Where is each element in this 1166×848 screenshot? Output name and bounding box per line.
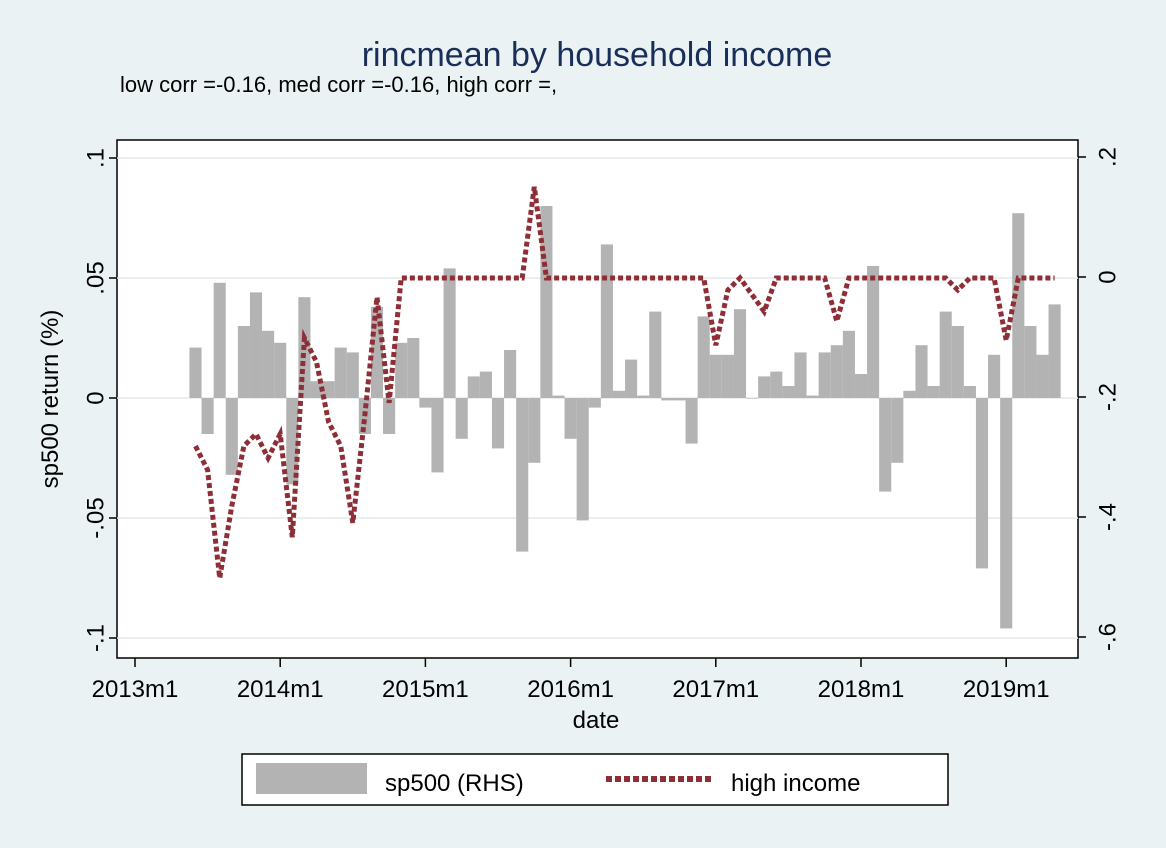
legend: sp500 (RHS) high income — [241, 753, 949, 806]
sp500-bar — [322, 381, 335, 398]
sp500-bar — [564, 398, 577, 439]
sp500-bar — [637, 395, 650, 398]
sp500-bar — [649, 311, 662, 398]
x-tick-label: 2014m1 — [237, 676, 324, 703]
sp500-bar — [1000, 398, 1013, 629]
sp500-bar — [673, 398, 686, 401]
sp500-bar — [467, 376, 480, 398]
sp500-bar — [249, 292, 263, 398]
axes: .1 .05 0 -.05 -.1 .2 0 -.2 -.4 -.6 2013m1 2014m1 201… — [83, 147, 1122, 703]
sp500-bar — [782, 386, 795, 398]
sp500-bar — [443, 268, 456, 398]
sp500-bar — [189, 347, 202, 398]
x-tick-label: 2015m1 — [382, 676, 469, 703]
y-left-tick-label: 0 — [83, 391, 110, 404]
sp500-bar — [588, 398, 601, 408]
sp500-bar — [794, 352, 807, 398]
y-right-tick-label: 0 — [1095, 270, 1122, 283]
sp500-bar — [842, 330, 855, 398]
sp500-bar — [237, 326, 250, 398]
sp500-bar — [806, 395, 819, 398]
sp500-bar — [479, 371, 492, 398]
sp500-bar — [721, 354, 734, 398]
sp500-bar — [383, 398, 396, 434]
sp500-bar — [491, 398, 505, 449]
sp500-bar — [286, 398, 299, 485]
sp500-bar — [625, 359, 638, 398]
sp500-bar — [201, 398, 214, 434]
x-tick-label: 2013m1 — [92, 676, 179, 703]
y-axis-title: sp500 return (%) — [37, 310, 64, 489]
x-tick-label: 2019m1 — [963, 676, 1050, 703]
sp500-bar — [600, 244, 613, 398]
x-tick-label: 2017m1 — [672, 676, 759, 703]
sp500-bar — [697, 316, 710, 398]
chart-subtitle: low corr =-0.16, med corr =-0.16, high c… — [120, 72, 557, 97]
sp500-bar — [939, 311, 952, 398]
sp500-bar — [1012, 213, 1025, 398]
legend-swatch-sp500 — [256, 763, 367, 794]
sp500-bar — [975, 398, 989, 569]
sp500-bar — [516, 398, 529, 552]
sp500-bar — [927, 386, 940, 398]
sp500-bar — [1036, 354, 1049, 398]
sp500-bar — [830, 345, 843, 398]
sp500-bar — [395, 342, 408, 398]
x-axis-title: date — [573, 707, 620, 734]
sp500-bar — [225, 398, 238, 475]
sp500-bar — [709, 354, 722, 398]
x-tick-label: 2018m1 — [818, 676, 905, 703]
high-income-line — [193, 186, 1055, 579]
sp500-bar — [213, 282, 226, 398]
sp500-bar — [1048, 304, 1061, 398]
sp500-bar — [661, 398, 674, 401]
legend-label-sp500: sp500 (RHS) — [385, 770, 524, 797]
sp500-bar — [818, 352, 831, 398]
y-right-tick-label: -.2 — [1095, 383, 1122, 411]
sp500-bar — [528, 398, 541, 463]
sp500-bar — [903, 390, 916, 398]
sp500-bar — [504, 350, 517, 398]
sp500-bar — [310, 381, 323, 398]
sp500-bar — [758, 376, 771, 398]
sp500-bar — [746, 398, 759, 399]
sp500-bar — [612, 390, 626, 398]
sp500-bar — [346, 352, 359, 398]
sp500-bar — [867, 266, 880, 398]
y-right-tick-label: -.6 — [1095, 623, 1122, 651]
sp500-bar — [879, 398, 892, 492]
sp500-bar — [854, 374, 868, 398]
sp500-bar — [334, 347, 347, 398]
sp500-bar — [685, 398, 698, 444]
sp500-bar — [407, 338, 420, 398]
sp500-bar — [576, 398, 589, 521]
sp500-bar — [1024, 326, 1037, 398]
sp500-bar — [274, 342, 287, 398]
sp500-bar — [963, 386, 976, 398]
y-left-tick-label: -.05 — [83, 497, 110, 538]
legend-label-high-income: high income — [731, 770, 860, 797]
sp500-bars — [189, 206, 1061, 629]
y-right-tick-label: .2 — [1095, 147, 1122, 167]
y-left-tick-label: -.1 — [83, 624, 110, 652]
sp500-bar — [431, 398, 444, 473]
sp500-bar — [262, 330, 275, 398]
chart-title: rincmean by household income — [362, 36, 833, 74]
y-left-tick-label: .05 — [83, 261, 110, 294]
sp500-bar — [915, 345, 928, 398]
sp500-bar — [455, 398, 468, 439]
sp500-bar — [733, 309, 747, 398]
x-tick-label: 2016m1 — [527, 676, 614, 703]
sp500-bar — [552, 395, 565, 398]
sp500-bar — [419, 398, 432, 408]
sp500-bar — [951, 326, 964, 398]
y-right-tick-label: -.4 — [1095, 503, 1122, 531]
sp500-bar — [891, 398, 904, 463]
sp500-bar — [770, 371, 783, 398]
y-left-tick-label: .1 — [83, 148, 110, 168]
sp500-bar — [988, 354, 1001, 398]
